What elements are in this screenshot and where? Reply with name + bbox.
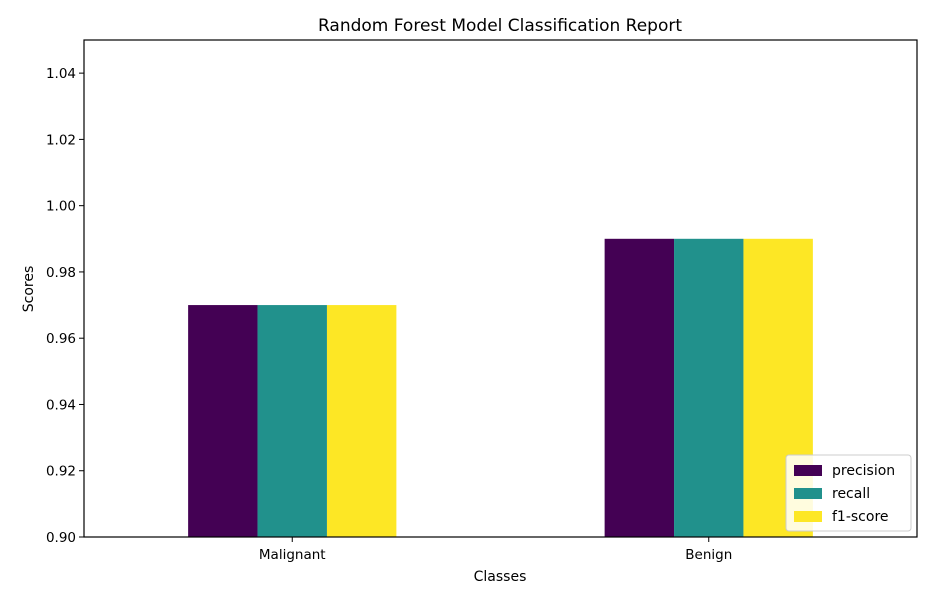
chart-title: Random Forest Model Classification Repor… <box>318 16 682 36</box>
y-tick-label: 0.90 <box>46 530 76 546</box>
legend-swatch-precision <box>794 465 822 476</box>
y-tick-label: 1.04 <box>46 66 76 82</box>
legend-label: recall <box>832 486 870 502</box>
bar-recall-malignant <box>257 305 327 537</box>
x-tick-label: Malignant <box>259 547 326 563</box>
y-tick-label: 0.96 <box>46 331 76 347</box>
y-tick-label: 0.98 <box>46 265 76 281</box>
bars-group <box>188 238 813 538</box>
legend-swatch-recall <box>794 488 822 499</box>
y-tick-label: 0.94 <box>46 397 76 413</box>
legend-label: precision <box>832 463 895 479</box>
bar-f1-score-malignant <box>326 305 397 537</box>
legend-swatch-f1-score <box>794 511 822 522</box>
legend: precision recall f1-score <box>785 454 912 532</box>
y-tick-label: 0.92 <box>46 464 76 480</box>
y-axis: 0.90 0.92 0.94 0.96 0.98 1.00 1.02 1.04 <box>46 66 84 546</box>
legend-label: f1-score <box>832 509 889 525</box>
plot-frame <box>83 39 918 538</box>
y-tick-label: 1.00 <box>46 199 76 215</box>
bar-precision-benign <box>604 238 675 538</box>
y-tick-label: 1.02 <box>46 132 76 148</box>
x-axis-label: Classes <box>474 569 527 585</box>
bar-precision-malignant <box>188 305 258 537</box>
x-axis: Malignant Benign <box>259 537 732 563</box>
bar-recall-benign <box>674 238 744 538</box>
x-tick-label: Benign <box>685 547 732 563</box>
y-axis-label: Scores <box>21 266 37 313</box>
